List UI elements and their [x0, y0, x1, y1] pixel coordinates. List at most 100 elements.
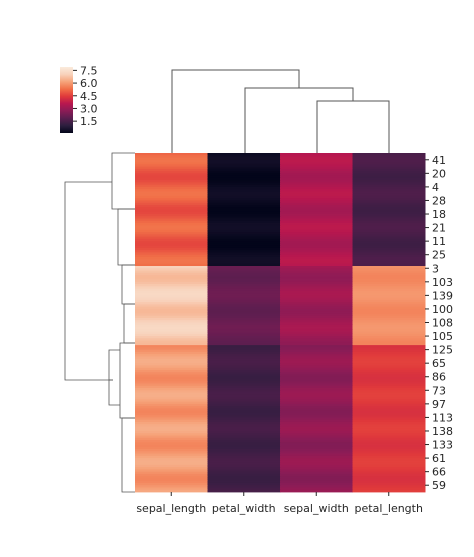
- heatmap-cell: [352, 410, 426, 414]
- heatmap-cell: [352, 403, 426, 407]
- heatmap-cell: [135, 227, 208, 231]
- heatmap-cell: [280, 397, 353, 400]
- heatmap-cell: [207, 254, 281, 258]
- heatmap-cell: [135, 421, 208, 425]
- colorbar: 7.56.04.53.01.5: [60, 64, 98, 133]
- heatmap-cell: [280, 367, 353, 371]
- heatmap-cell: [352, 200, 426, 204]
- heatmap-cell: [135, 186, 208, 190]
- heatmap-cell: [352, 340, 426, 344]
- heatmap-cell: [280, 369, 353, 373]
- heatmap-cell: [207, 195, 281, 199]
- heatmap-cell: [280, 349, 353, 353]
- heatmap-cell: [280, 317, 353, 321]
- heatmap-cell: [207, 458, 281, 461]
- heatmap-cell: [207, 324, 281, 328]
- heatmap-cell: [135, 489, 208, 493]
- heatmap-cell: [135, 460, 208, 464]
- heatmap-cell: [280, 284, 353, 287]
- heatmap-cell: [352, 286, 426, 289]
- heatmap-cell: [135, 177, 208, 181]
- heatmap-cell: [352, 159, 426, 163]
- heatmap-cell: [280, 379, 353, 382]
- heatmap-cell: [207, 223, 281, 226]
- heatmap-cell: [207, 430, 281, 434]
- heatmap-cell: [352, 263, 426, 267]
- heatmap-cell: [135, 480, 208, 484]
- colorbar-tick-label: 6.0: [80, 77, 98, 90]
- heatmap-cell: [280, 177, 353, 181]
- heatmap-cell: [207, 354, 281, 357]
- heatmap-cell: [207, 376, 281, 380]
- heatmap-cell: [207, 259, 281, 262]
- heatmap-cell: [135, 193, 208, 197]
- heatmap-cell: [135, 327, 208, 330]
- heatmap-cell: [135, 401, 208, 405]
- heatmap-cell: [135, 462, 208, 466]
- heatmap-cell: [207, 211, 281, 215]
- heatmap-cell: [207, 171, 281, 174]
- heatmap-cell: [280, 247, 353, 251]
- heatmap-cell: [135, 320, 208, 323]
- heatmap-cell: [280, 232, 353, 235]
- row-tick-label: 73: [432, 384, 446, 397]
- heatmap-cell: [135, 446, 208, 450]
- colorbar-tick-label: 1.5: [80, 115, 98, 128]
- heatmap-cell: [135, 317, 208, 321]
- heatmap-cell: [352, 467, 426, 470]
- heatmap-cell: [207, 374, 281, 378]
- heatmap-cell: [207, 369, 281, 373]
- heatmap-cell: [135, 464, 208, 468]
- heatmap-cell: [207, 428, 281, 432]
- heatmap-cell: [352, 489, 426, 493]
- heatmap-cell: [352, 419, 426, 423]
- heatmap-cell: [207, 397, 281, 400]
- heatmap-cell: [352, 252, 426, 256]
- row-tick-label: 97: [432, 398, 446, 411]
- heatmap-cell: [135, 453, 208, 457]
- heatmap-cell: [135, 482, 208, 486]
- heatmap-cell: [207, 489, 281, 493]
- heatmap-cell: [280, 471, 353, 475]
- heatmap-cell: [207, 331, 281, 335]
- heatmap-cell: [135, 342, 208, 346]
- heatmap-cell: [280, 209, 353, 213]
- heatmap-cell: [207, 155, 281, 158]
- heatmap-cell: [135, 367, 208, 371]
- heatmap-cell: [352, 299, 426, 303]
- heatmap-cell: [207, 302, 281, 305]
- heatmap-cell: [135, 345, 208, 348]
- heatmap-cell: [352, 218, 426, 222]
- heatmap-cell: [207, 410, 281, 414]
- row-dendro-top-cluster-lower: [117, 208, 135, 266]
- heatmap-cell: [207, 225, 281, 228]
- heatmap-cell: [135, 383, 208, 387]
- heatmap-cell: [207, 202, 281, 206]
- heatmap-cell: [135, 297, 208, 301]
- heatmap-cell: [135, 175, 208, 179]
- heatmap-cell: [280, 426, 353, 430]
- heatmap-cell: [207, 451, 281, 454]
- heatmap-cell: [207, 229, 281, 233]
- heatmap-cell: [135, 171, 208, 174]
- heatmap-cell: [135, 471, 208, 475]
- heatmap-cell: [352, 471, 426, 475]
- heatmap-cell: [135, 263, 208, 267]
- heatmap-cell: [280, 358, 353, 362]
- heatmap-cell: [280, 444, 353, 448]
- heatmap-cell: [352, 333, 426, 337]
- heatmap-cell: [280, 236, 353, 240]
- heatmap-cell: [135, 252, 208, 256]
- heatmap-cell: [135, 388, 208, 391]
- heatmap-cell: [352, 157, 426, 161]
- heatmap-cell: [135, 254, 208, 258]
- heatmap-cell: [352, 193, 426, 197]
- heatmap-cell: [280, 266, 353, 269]
- heatmap-cell: [135, 250, 208, 253]
- heatmap-cell: [352, 394, 426, 398]
- heatmap-cell: [207, 241, 281, 244]
- heatmap-cell: [135, 426, 208, 430]
- heatmap-cell: [280, 216, 353, 219]
- column-tick-label: sepal_width: [284, 502, 349, 515]
- heatmap-cell: [280, 198, 353, 201]
